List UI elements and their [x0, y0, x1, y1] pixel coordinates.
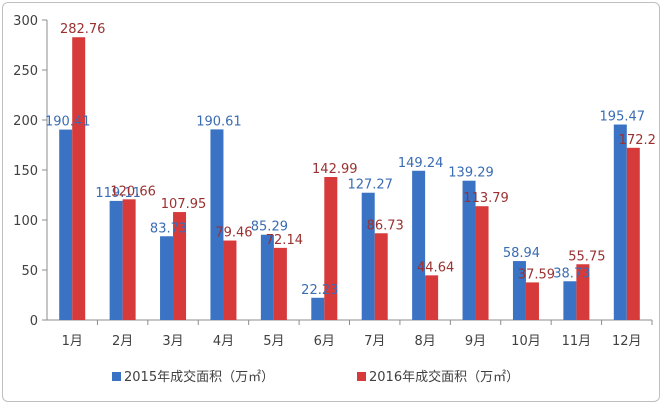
bars	[59, 37, 640, 321]
data-label: 55.75	[568, 249, 605, 264]
bar-2016	[475, 206, 489, 320]
legend: 2015年成交面积（万㎡） 2016年成交面积（万㎡）	[112, 369, 519, 385]
y-tick-label: 0	[30, 314, 38, 329]
data-label: 83.73	[150, 221, 187, 236]
y-tick-label: 300	[13, 14, 38, 29]
bar-2015	[210, 129, 224, 320]
bar-2016	[374, 233, 388, 320]
bar-2015	[512, 261, 526, 320]
bar-2016	[525, 282, 539, 320]
data-label: 85.29	[251, 220, 288, 235]
data-label: 107.95	[161, 197, 207, 212]
data-label: 172.2	[619, 133, 656, 148]
bar-2015	[361, 192, 375, 320]
bar-2016	[72, 37, 86, 321]
x-tick-label: 11月	[562, 334, 592, 349]
x-tick-label: 7月	[364, 334, 385, 349]
bar-2016	[273, 247, 287, 320]
data-label: 72.14	[266, 233, 303, 248]
x-tick-label: 10月	[511, 334, 541, 349]
bar-2016	[425, 275, 439, 320]
bar-2015	[613, 124, 627, 320]
x-tick-label: 9月	[465, 334, 486, 349]
bar-2015	[160, 236, 174, 320]
legend-label: 2015年成交面积（万㎡）	[124, 369, 274, 385]
data-label: 190.41	[45, 115, 91, 130]
bar-2016	[576, 264, 590, 320]
x-tick-label: 5月	[263, 334, 284, 349]
y-tick-label: 150	[13, 164, 38, 179]
data-labels: 190.41119.1183.73190.6185.2922.23127.271…	[45, 22, 656, 298]
data-label: 37.59	[518, 267, 555, 282]
data-label: 44.64	[417, 260, 454, 275]
x-tick-label: 8月	[414, 334, 435, 349]
x-tick-label: 1月	[62, 334, 83, 349]
y-tick-label: 200	[13, 114, 38, 129]
bar-2015	[311, 297, 325, 320]
data-label: 139.29	[448, 166, 494, 181]
x-tick-label: 6月	[314, 334, 335, 349]
data-label: 190.61	[196, 114, 242, 129]
data-label: 142.99	[312, 162, 358, 177]
legend-label: 2016年成交面积（万㎡）	[369, 369, 519, 385]
axes: 0 50 100 150 200 250 300 1月 2月 3月 4月 5月 6月 7月 8月 9月 10月 1…	[13, 14, 653, 349]
bar-2015	[109, 200, 123, 320]
bar-2016	[324, 177, 338, 320]
data-label: 127.27	[347, 178, 393, 193]
x-tick-label: 12月	[612, 334, 642, 349]
bar-2015	[412, 170, 426, 320]
data-label: 120.66	[110, 184, 156, 199]
data-label: 79.46	[215, 226, 252, 241]
legend-swatch	[357, 372, 366, 381]
bar-2015	[260, 234, 274, 320]
bar-2016	[173, 212, 187, 320]
bar-2016	[626, 147, 640, 320]
y-tick-label: 50	[21, 264, 38, 279]
bar-2016	[223, 240, 237, 320]
bar-2016	[122, 199, 136, 320]
data-label: 282.76	[60, 22, 106, 37]
bar-2015	[59, 129, 73, 320]
data-label: 86.73	[367, 218, 404, 233]
data-label: 38.73	[553, 266, 590, 281]
data-label: 58.94	[503, 246, 540, 261]
x-tick-label: 3月	[162, 334, 183, 349]
x-tick-label: 4月	[213, 334, 234, 349]
y-tick-label: 250	[13, 64, 38, 79]
data-label: 113.79	[463, 191, 509, 206]
data-label: 119.11	[95, 186, 141, 201]
x-tick-label: 2月	[112, 334, 133, 349]
data-label: 195.47	[600, 110, 646, 125]
bar-2015	[462, 180, 476, 320]
y-tick-label: 100	[13, 214, 38, 229]
data-label: 22.23	[301, 283, 338, 298]
bar-2015	[563, 281, 577, 320]
legend-swatch	[112, 372, 121, 381]
data-label: 149.24	[398, 156, 444, 171]
